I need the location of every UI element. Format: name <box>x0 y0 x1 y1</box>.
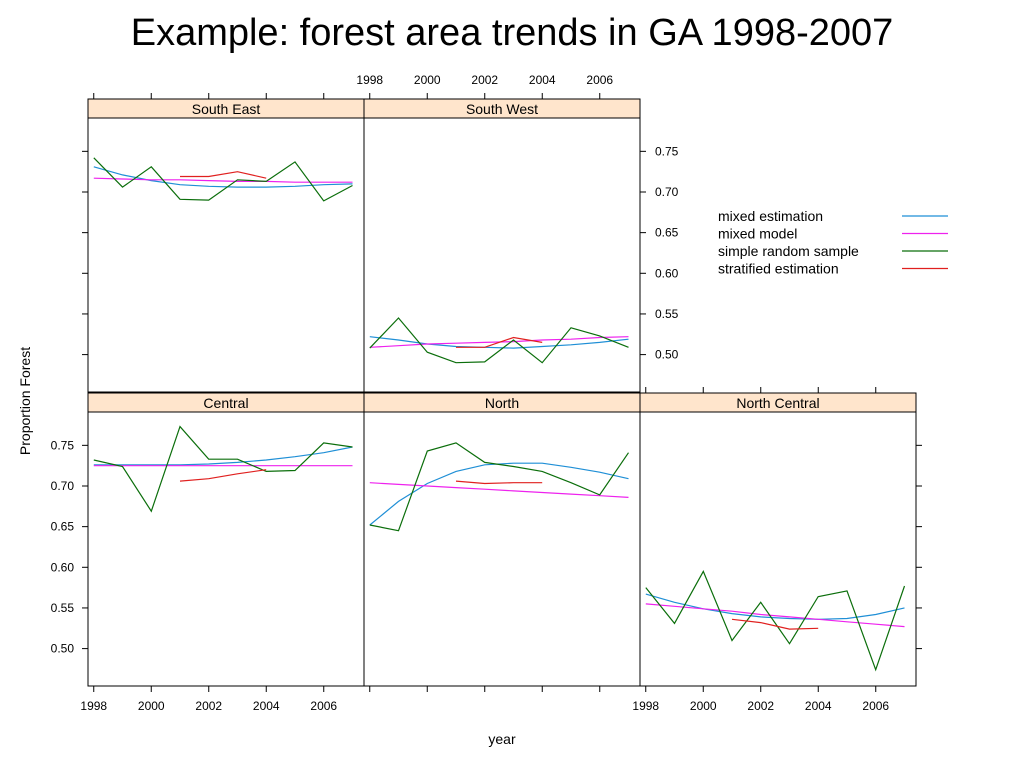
series-line-simple-random-sample <box>93 425 353 513</box>
x-tick-label: 2006 <box>310 699 337 713</box>
y-tick-label: 0.70 <box>51 479 75 493</box>
x-tick-label: 2002 <box>747 699 774 713</box>
y-tick-label: 0.75 <box>51 438 75 452</box>
panel-strip-label: South East <box>192 101 261 117</box>
x-tick-label: 2004 <box>253 699 280 713</box>
panel-frame <box>639 411 917 687</box>
panel-frame <box>87 117 365 393</box>
x-tick-label: 2004 <box>805 699 832 713</box>
series-line-mixed-estimation <box>369 336 629 349</box>
y-tick-label: 0.55 <box>655 307 679 321</box>
y-axis-title: Proportion Forest <box>17 347 33 455</box>
panel-frame <box>363 411 641 687</box>
legend-label-mixed-estimation: mixed estimation <box>718 208 823 224</box>
panel-south-east: South East <box>87 98 365 393</box>
y-tick-label: 0.50 <box>51 642 75 656</box>
y-tick-label: 0.70 <box>655 185 679 199</box>
legend-label-simple-random-sample: simple random sample <box>718 243 859 259</box>
x-tick-label: 2000 <box>414 73 441 87</box>
panel-frame <box>363 117 641 393</box>
legend-label-mixed-model: mixed model <box>718 226 797 242</box>
x-tick-label: 1998 <box>632 699 659 713</box>
series-line-mixed-model <box>645 603 905 628</box>
axes: 0.50 0.55 0.60 0.65 0.70 0.75 0.50 0.55 0.60 0.65… <box>17 73 922 747</box>
x-tick-label: 2006 <box>862 699 889 713</box>
series-line-mixed-estimation <box>93 446 353 466</box>
series-line-simple-random-sample <box>369 317 629 364</box>
panel-north-central: North Central <box>639 392 917 687</box>
x-tick-label: 2002 <box>195 699 222 713</box>
x-tick-label: 2004 <box>529 73 556 87</box>
y-tick-label: 0.50 <box>655 348 679 362</box>
slide-title: Example: forest area trends in GA 1998-2… <box>130 12 894 54</box>
series-line-stratified-estimation <box>455 480 543 485</box>
x-tick-label: 1998 <box>356 73 383 87</box>
x-tick-label: 2000 <box>690 699 717 713</box>
series-line-simple-random-sample <box>369 442 629 532</box>
panel-strip-label: North <box>485 395 519 411</box>
y-tick-label: 0.60 <box>655 266 679 280</box>
series-line-simple-random-sample <box>645 570 906 672</box>
series-line-stratified-estimation <box>179 469 267 482</box>
x-tick-label: 2000 <box>138 699 165 713</box>
series-line-mixed-estimation <box>93 166 353 188</box>
panel-strip-label: Central <box>203 395 248 411</box>
series-line-stratified-estimation <box>456 336 543 348</box>
x-tick-label: 1998 <box>80 699 107 713</box>
series-line-mixed-estimation <box>645 593 905 620</box>
panel-strip-label: North Central <box>736 395 819 411</box>
series-line-stratified-estimation <box>180 171 267 179</box>
x-tick-label: 2006 <box>586 73 613 87</box>
panel-strip-label: South West <box>466 101 538 117</box>
series-line-mixed-model <box>369 482 629 498</box>
series-line-stratified-estimation <box>731 618 819 630</box>
panel-central: Central <box>87 392 365 687</box>
x-axis-title: year <box>488 731 516 747</box>
y-tick-label: 0.65 <box>655 226 679 240</box>
x-tick-label: 2002 <box>471 73 498 87</box>
legend-label-stratified-estimation: stratified estimation <box>718 261 839 277</box>
panel-north: North <box>363 392 641 687</box>
y-tick-label: 0.65 <box>51 520 75 534</box>
panel-south-west: South West <box>363 98 641 393</box>
y-tick-label: 0.55 <box>51 601 75 615</box>
y-tick-label: 0.75 <box>655 144 679 158</box>
series-line-simple-random-sample <box>93 157 353 202</box>
y-tick-label: 0.60 <box>51 560 75 574</box>
series-line-mixed-estimation <box>369 462 629 526</box>
